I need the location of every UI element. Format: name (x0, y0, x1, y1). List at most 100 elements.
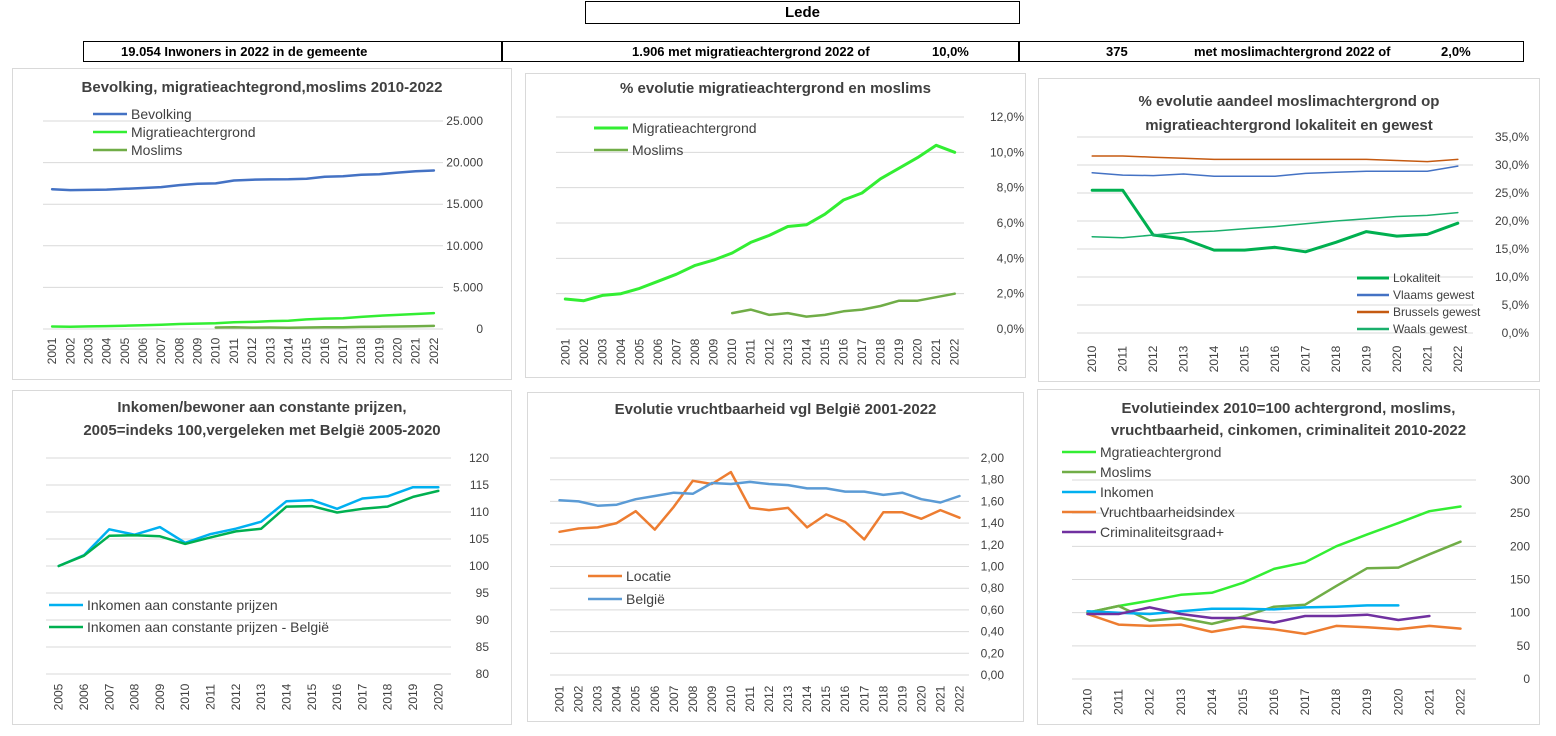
legend-label: Moslims (632, 142, 683, 158)
x-tick-label: 2017 (857, 685, 871, 712)
x-tick-label: 2019 (406, 683, 420, 710)
x-tick-label: 2008 (686, 685, 700, 712)
x-tick-label: 2002 (63, 337, 77, 364)
x-tick-label: 2007 (670, 338, 684, 365)
x-tick-label: 2012 (1146, 345, 1160, 372)
x-tick-label: 2010 (178, 683, 192, 710)
x-tick-label: 2020 (914, 685, 928, 712)
y-tick-label: 20,0% (1495, 214, 1529, 228)
moslim-pct-text: 2,0% (1441, 44, 1471, 59)
x-tick-label: 2018 (1329, 345, 1343, 372)
x-tick-label: 2012 (762, 685, 776, 712)
y-tick-label: 10,0% (1495, 270, 1529, 284)
x-tick-label: 2006 (77, 683, 91, 710)
x-tick-label: 2011 (744, 339, 758, 365)
series-line (1086, 604, 1400, 616)
moslim-label-text: met moslimachtergrond 2022 of (1194, 44, 1391, 59)
x-tick-label: 2020 (391, 337, 405, 364)
series-line (558, 480, 961, 507)
x-tick-label: 2015 (1236, 688, 1250, 715)
x-tick-label: 2006 (648, 685, 662, 712)
legend-label: Inkomen aan constante prijzen - België (87, 619, 329, 635)
x-tick-label: 2010 (724, 685, 738, 712)
series-line (563, 143, 957, 303)
x-tick-label: 2019 (892, 338, 906, 365)
legend-label: Inkomen (1100, 484, 1154, 500)
x-tick-label: 2020 (911, 338, 925, 365)
x-tick-label: 2013 (1174, 688, 1188, 715)
y-tick-label: 2,00 (981, 451, 1005, 465)
moslim-count-text: 375 (1106, 44, 1128, 59)
stat-migratie: 1.906 met migratieachtergrond 2022 of 10… (501, 41, 1020, 62)
x-tick-label: 2003 (591, 685, 605, 712)
y-tick-label: 105 (469, 532, 489, 546)
x-tick-label: 2011 (1112, 689, 1126, 715)
x-tick-label: 2022 (1451, 345, 1465, 372)
x-tick-label: 2022 (427, 337, 441, 364)
x-tick-label: 2012 (1143, 688, 1157, 715)
x-tick-label: 2014 (281, 337, 295, 364)
x-tick-label: 2013 (263, 337, 277, 364)
series-line (730, 292, 956, 318)
legend-label: Vruchtbaarheidsindex (1100, 504, 1235, 520)
y-tick-label: 30,0% (1495, 158, 1529, 172)
chart-title: % evolutie migratieachtergrond en moslim… (620, 80, 931, 97)
chart-title: migratieachtergrond lokaliteit en gewest (1145, 117, 1433, 134)
x-tick-label: 2010 (209, 337, 223, 364)
legend-label: Migratieachtergrond (632, 120, 757, 136)
x-tick-label: 2015 (305, 683, 319, 710)
x-tick-label: 2016 (330, 683, 344, 710)
x-tick-label: 2009 (153, 683, 167, 710)
x-tick-label: 2001 (553, 685, 567, 712)
x-tick-label: 2010 (1085, 345, 1099, 372)
x-tick-label: 2014 (1205, 688, 1219, 715)
y-tick-label: 1,80 (981, 473, 1005, 487)
x-tick-label: 2010 (1081, 688, 1095, 715)
chart-svg: Evolutieindex 2010=100 achtergrond, mosl… (1062, 400, 1530, 715)
y-tick-label: 1,40 (981, 516, 1005, 530)
x-tick-label: 2007 (667, 685, 681, 712)
x-tick-label: 2017 (855, 338, 869, 365)
chart-title: vruchtbaarheid, cinkomen, criminaliteit … (1111, 422, 1466, 439)
x-tick-label: 2017 (1298, 688, 1312, 715)
x-tick-label: 2021 (1420, 345, 1434, 372)
y-tick-label: 8,0% (997, 181, 1025, 195)
y-tick-label: 10,0% (990, 145, 1024, 159)
series-line (1086, 612, 1462, 636)
series-line (1091, 165, 1459, 177)
chart-inkomen: Inkomen/bewoner aan constante prijzen, 20… (12, 390, 512, 725)
x-tick-label: 2012 (762, 338, 776, 365)
legend-label: Waals gewest (1393, 322, 1468, 336)
x-tick-label: 2008 (688, 338, 702, 365)
y-tick-label: 0,00 (981, 668, 1005, 682)
y-tick-label: 2,0% (997, 287, 1025, 301)
x-tick-label: 2005 (632, 338, 646, 365)
legend-label: Mgratieachtergrond (1100, 444, 1221, 460)
x-tick-label: 2007 (102, 683, 116, 710)
inwoners-text: 19.054 Inwoners in 2022 in de gemeente (121, 44, 368, 59)
x-tick-label: 2003 (595, 338, 609, 365)
x-tick-label: 2014 (1207, 345, 1221, 372)
y-tick-label: 25.000 (446, 114, 483, 128)
legend-label: Brussels gewest (1393, 305, 1481, 319)
x-tick-label: 2008 (128, 683, 142, 710)
x-tick-label: 2019 (372, 337, 386, 364)
x-tick-label: 2016 (838, 685, 852, 712)
chart-evolutie-migratie: % evolutie migratieachtergrond en moslim… (525, 73, 1026, 378)
x-tick-label: 2019 (1360, 688, 1374, 715)
y-tick-label: 1,00 (981, 560, 1005, 574)
x-tick-label: 2017 (355, 683, 369, 710)
x-tick-label: 2014 (279, 683, 293, 710)
legend-label: Bevolking (131, 106, 192, 122)
x-tick-label: 2012 (229, 683, 243, 710)
x-tick-label: 2010 (725, 338, 739, 365)
y-tick-label: 95 (476, 586, 490, 600)
series-line (57, 489, 440, 568)
x-tick-label: 2018 (876, 685, 890, 712)
x-tick-label: 2012 (245, 337, 259, 364)
y-tick-label: 0,60 (981, 603, 1005, 617)
y-tick-label: 0,40 (981, 625, 1005, 639)
x-tick-label: 2013 (254, 683, 268, 710)
x-tick-label: 2020 (1390, 345, 1404, 372)
legend-label: Migratieachtergrond (131, 124, 256, 140)
